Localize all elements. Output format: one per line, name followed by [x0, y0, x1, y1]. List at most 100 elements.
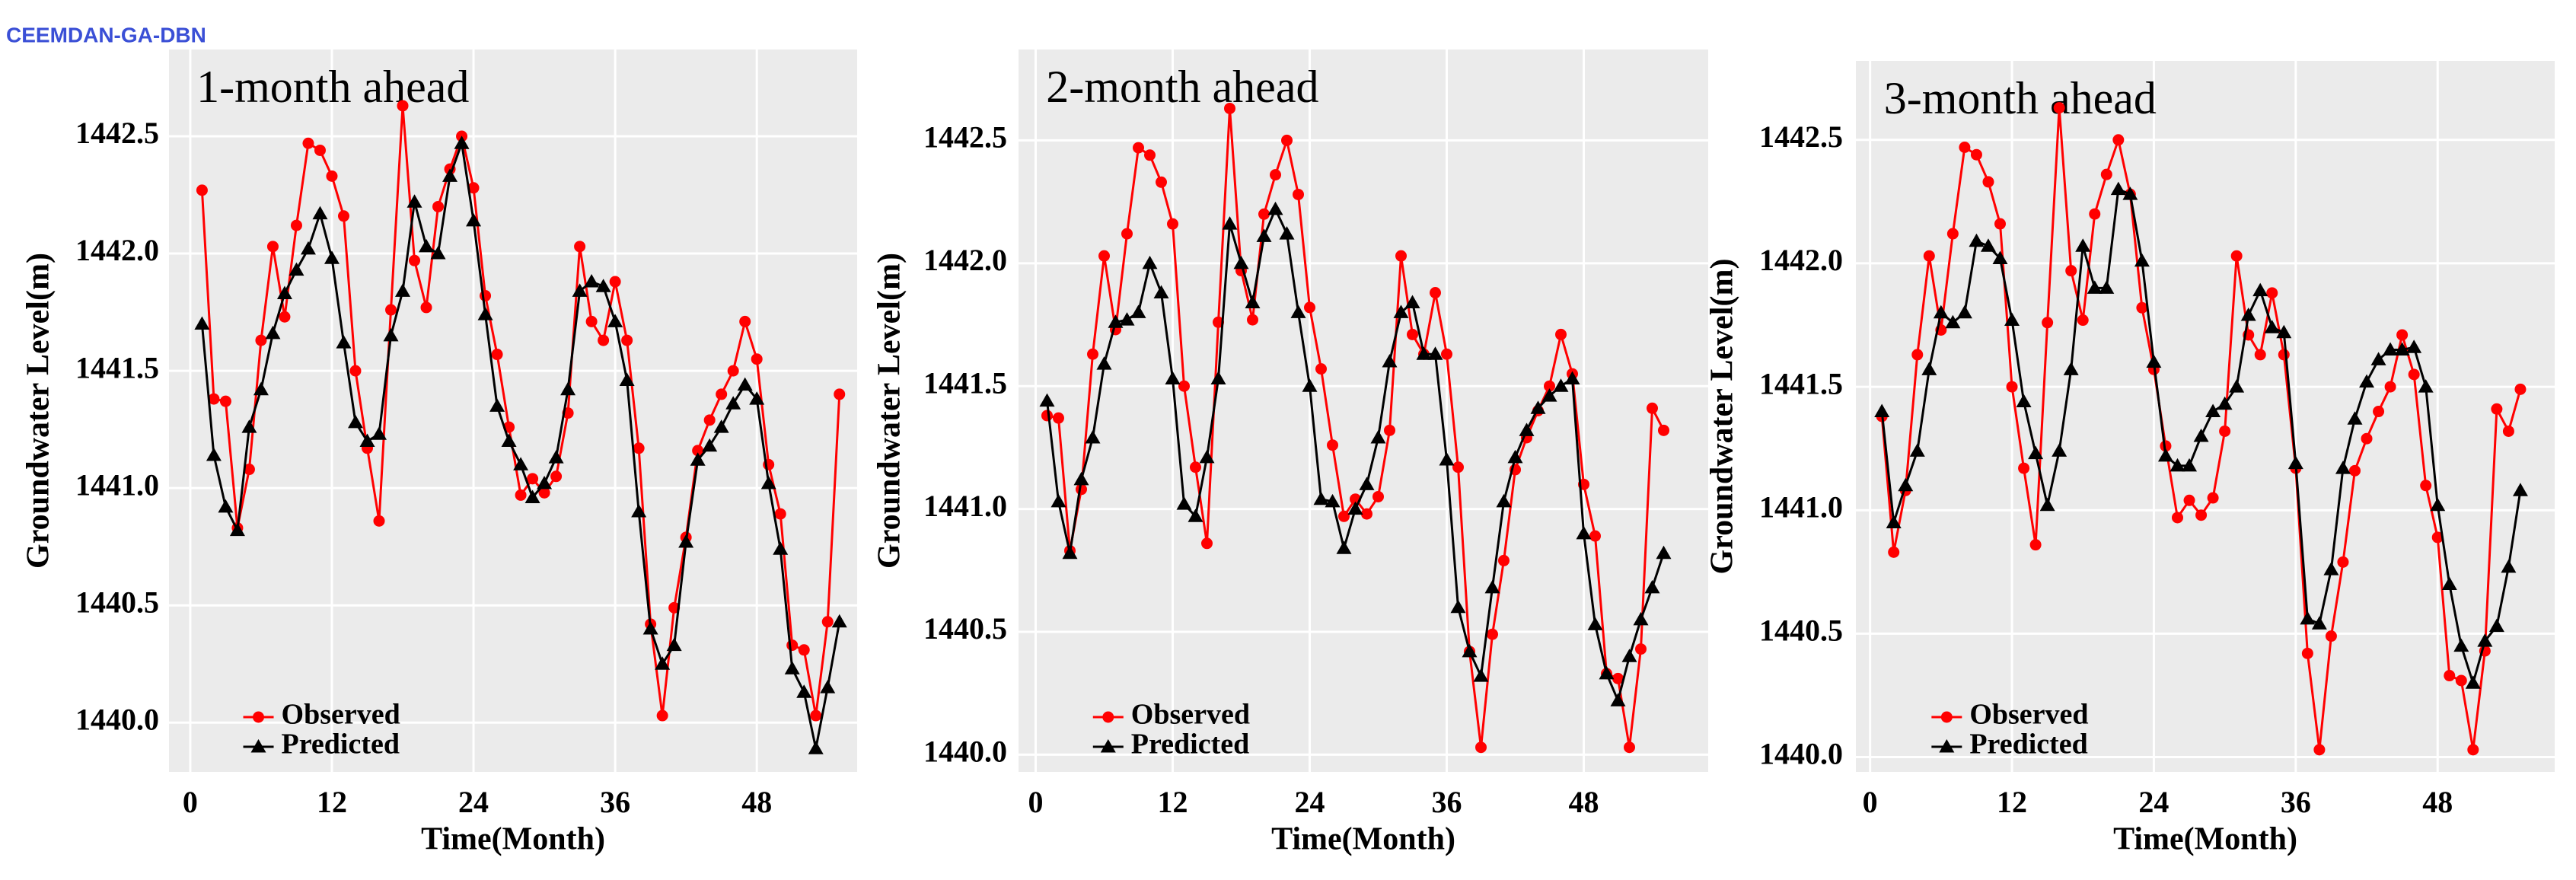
marker-circle — [2018, 462, 2030, 474]
plot-panel — [1856, 61, 2555, 772]
marker-triangle — [1530, 400, 1546, 414]
marker-circle — [834, 388, 846, 400]
marker-circle — [2396, 329, 2409, 341]
marker-circle — [467, 182, 480, 194]
marker-triangle — [1039, 393, 1055, 407]
marker-triangle — [1050, 493, 1066, 508]
marker-triangle — [1176, 496, 1192, 510]
marker-triangle — [324, 250, 340, 264]
marker-triangle — [442, 168, 458, 182]
marker-triangle — [1100, 739, 1116, 753]
marker-circle — [420, 301, 432, 314]
marker-circle — [266, 241, 279, 253]
marker-triangle — [702, 438, 718, 452]
marker-circle — [538, 486, 550, 499]
marker-circle — [656, 709, 668, 722]
marker-triangle — [250, 739, 266, 753]
marker-circle — [1087, 348, 1098, 360]
marker-triangle — [1199, 449, 1215, 464]
marker-circle — [337, 210, 349, 222]
marker-triangle — [1909, 443, 1925, 457]
marker-circle — [290, 219, 302, 231]
marker-triangle — [1898, 477, 1914, 492]
marker-circle — [1923, 250, 1935, 262]
marker-circle — [609, 276, 621, 288]
marker-circle — [1441, 348, 1452, 360]
legend-label: Predicted — [1131, 729, 1249, 760]
marker-circle — [2006, 381, 2018, 393]
marker-triangle — [206, 448, 222, 461]
marker-triangle — [1222, 216, 1238, 230]
marker-circle — [550, 470, 563, 483]
marker-circle — [302, 137, 314, 149]
marker-circle — [2514, 383, 2527, 395]
marker-triangle — [796, 684, 812, 698]
marker-triangle — [1085, 430, 1101, 444]
x-tick-label: 36 — [600, 785, 630, 819]
y-tick-label: 1440.5 — [1759, 614, 1843, 648]
marker-triangle — [2465, 675, 2481, 689]
marker-circle — [1407, 328, 1418, 340]
chart-title: 1-month ahead — [196, 62, 469, 112]
marker-triangle — [194, 316, 210, 330]
marker-triangle — [2477, 633, 2493, 647]
marker-circle — [2420, 480, 2432, 492]
marker-triangle — [1576, 525, 1592, 540]
marker-circle — [2266, 287, 2278, 299]
marker-triangle — [524, 489, 540, 504]
marker-triangle — [713, 419, 729, 433]
marker-circle — [2491, 403, 2503, 415]
marker-triangle — [595, 279, 611, 292]
marker-triangle — [1427, 346, 1443, 360]
plot-panel — [169, 49, 857, 772]
marker-circle — [2207, 492, 2219, 504]
marker-circle — [1982, 176, 1994, 188]
marker-circle — [1338, 510, 1350, 522]
marker-circle — [574, 241, 586, 253]
y-tick-label: 1441.5 — [75, 350, 159, 384]
marker-triangle — [1062, 545, 1078, 560]
y-tick-label: 1440.5 — [923, 611, 1007, 646]
marker-triangle — [1439, 452, 1455, 466]
marker-triangle — [2347, 411, 2363, 425]
marker-circle — [751, 353, 763, 365]
marker-triangle — [2146, 354, 2162, 368]
marker-circle — [1098, 250, 1110, 262]
marker-triangle — [359, 433, 375, 448]
marker-triangle — [1886, 515, 1902, 528]
marker-circle — [2325, 630, 2337, 642]
marker-circle — [727, 365, 739, 377]
marker-triangle — [1874, 403, 1890, 418]
marker-circle — [585, 315, 598, 327]
marker-triangle — [289, 262, 304, 276]
marker-circle — [2467, 744, 2479, 756]
marker-circle — [1498, 554, 1510, 566]
marker-circle — [1224, 102, 1235, 114]
marker-circle — [349, 365, 362, 377]
marker-circle — [491, 349, 503, 361]
marker-triangle — [2087, 280, 2103, 294]
marker-circle — [1624, 741, 1635, 754]
marker-triangle — [1359, 477, 1375, 490]
marker-triangle — [2182, 458, 2198, 472]
marker-triangle — [1939, 739, 1955, 753]
marker-triangle — [2264, 320, 2280, 333]
marker-circle — [1201, 537, 1213, 550]
marker-triangle — [2488, 618, 2504, 633]
y-tick-label: 1440.0 — [923, 735, 1007, 769]
marker-circle — [527, 473, 539, 485]
chart-title: 2-month ahead — [1046, 62, 1318, 112]
marker-circle — [2053, 102, 2065, 114]
marker-triangle — [1393, 304, 1409, 318]
marker-circle — [621, 334, 633, 346]
y-tick-label: 1441.5 — [1759, 366, 1843, 400]
marker-triangle — [1484, 579, 1500, 594]
marker-triangle — [831, 614, 847, 628]
marker-triangle — [501, 433, 517, 448]
marker-triangle — [1553, 378, 1569, 392]
marker-circle — [798, 644, 810, 656]
x-tick-label: 24 — [458, 785, 489, 819]
marker-circle — [1959, 142, 1971, 154]
marker-triangle — [1096, 356, 1112, 370]
marker-circle — [692, 445, 704, 457]
